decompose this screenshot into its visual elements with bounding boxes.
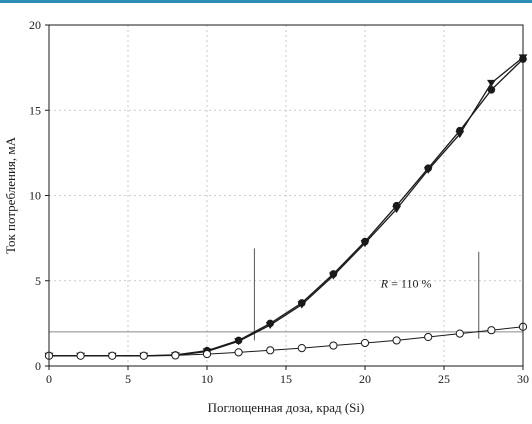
data-point (234, 338, 243, 346)
series-group (44, 54, 528, 360)
data-point (234, 348, 243, 357)
data-point (392, 206, 401, 214)
x-tick-label: 10 (201, 372, 213, 386)
y-tick-label: 20 (29, 18, 41, 32)
data-point (171, 351, 180, 360)
annotation-text: = 110 % (388, 277, 431, 291)
x-tick-label: 15 (280, 372, 292, 386)
data-point (455, 131, 465, 139)
y-tick-label: 15 (29, 103, 41, 117)
data-point (297, 301, 307, 309)
data-point (423, 166, 433, 174)
data-point (487, 85, 496, 94)
data-point (360, 240, 370, 248)
data-point (360, 338, 370, 348)
ticks: 0 5 10 15 20 25 30 0 5 10 15 20 (29, 18, 529, 386)
data-point (76, 351, 85, 360)
series-line (49, 326, 524, 357)
y-tick-label: 5 (35, 274, 41, 288)
data-point (266, 346, 275, 355)
data-point (108, 351, 117, 360)
x-tick-label: 25 (438, 372, 450, 386)
data-point (329, 341, 338, 350)
series-open-circle (44, 322, 528, 360)
x-tick-label: 0 (46, 372, 52, 386)
data-point (487, 79, 496, 87)
data-point (455, 329, 464, 338)
data-point (202, 349, 212, 359)
top-accent-bar (0, 0, 532, 3)
x-tick-label: 5 (125, 372, 131, 386)
data-point (297, 343, 306, 353)
y-axis-label: Ток потребления, мА (3, 136, 18, 254)
data-point (392, 336, 401, 345)
x-tick-label: 20 (359, 372, 371, 386)
grid (49, 25, 523, 366)
threshold-and-markers (49, 248, 523, 341)
data-point (139, 351, 148, 360)
data-point (265, 322, 275, 330)
x-tick-label: 30 (517, 372, 529, 386)
data-point (487, 326, 496, 335)
annotation-r: R = 110 % (380, 277, 432, 291)
data-point (329, 272, 338, 280)
x-axis-label: Поглощенная доза, крад (Si) (208, 400, 365, 415)
y-tick-label: 10 (29, 189, 41, 203)
annotation-prefix: R (380, 277, 389, 291)
y-tick-label: 0 (35, 359, 41, 373)
data-point (424, 332, 433, 342)
